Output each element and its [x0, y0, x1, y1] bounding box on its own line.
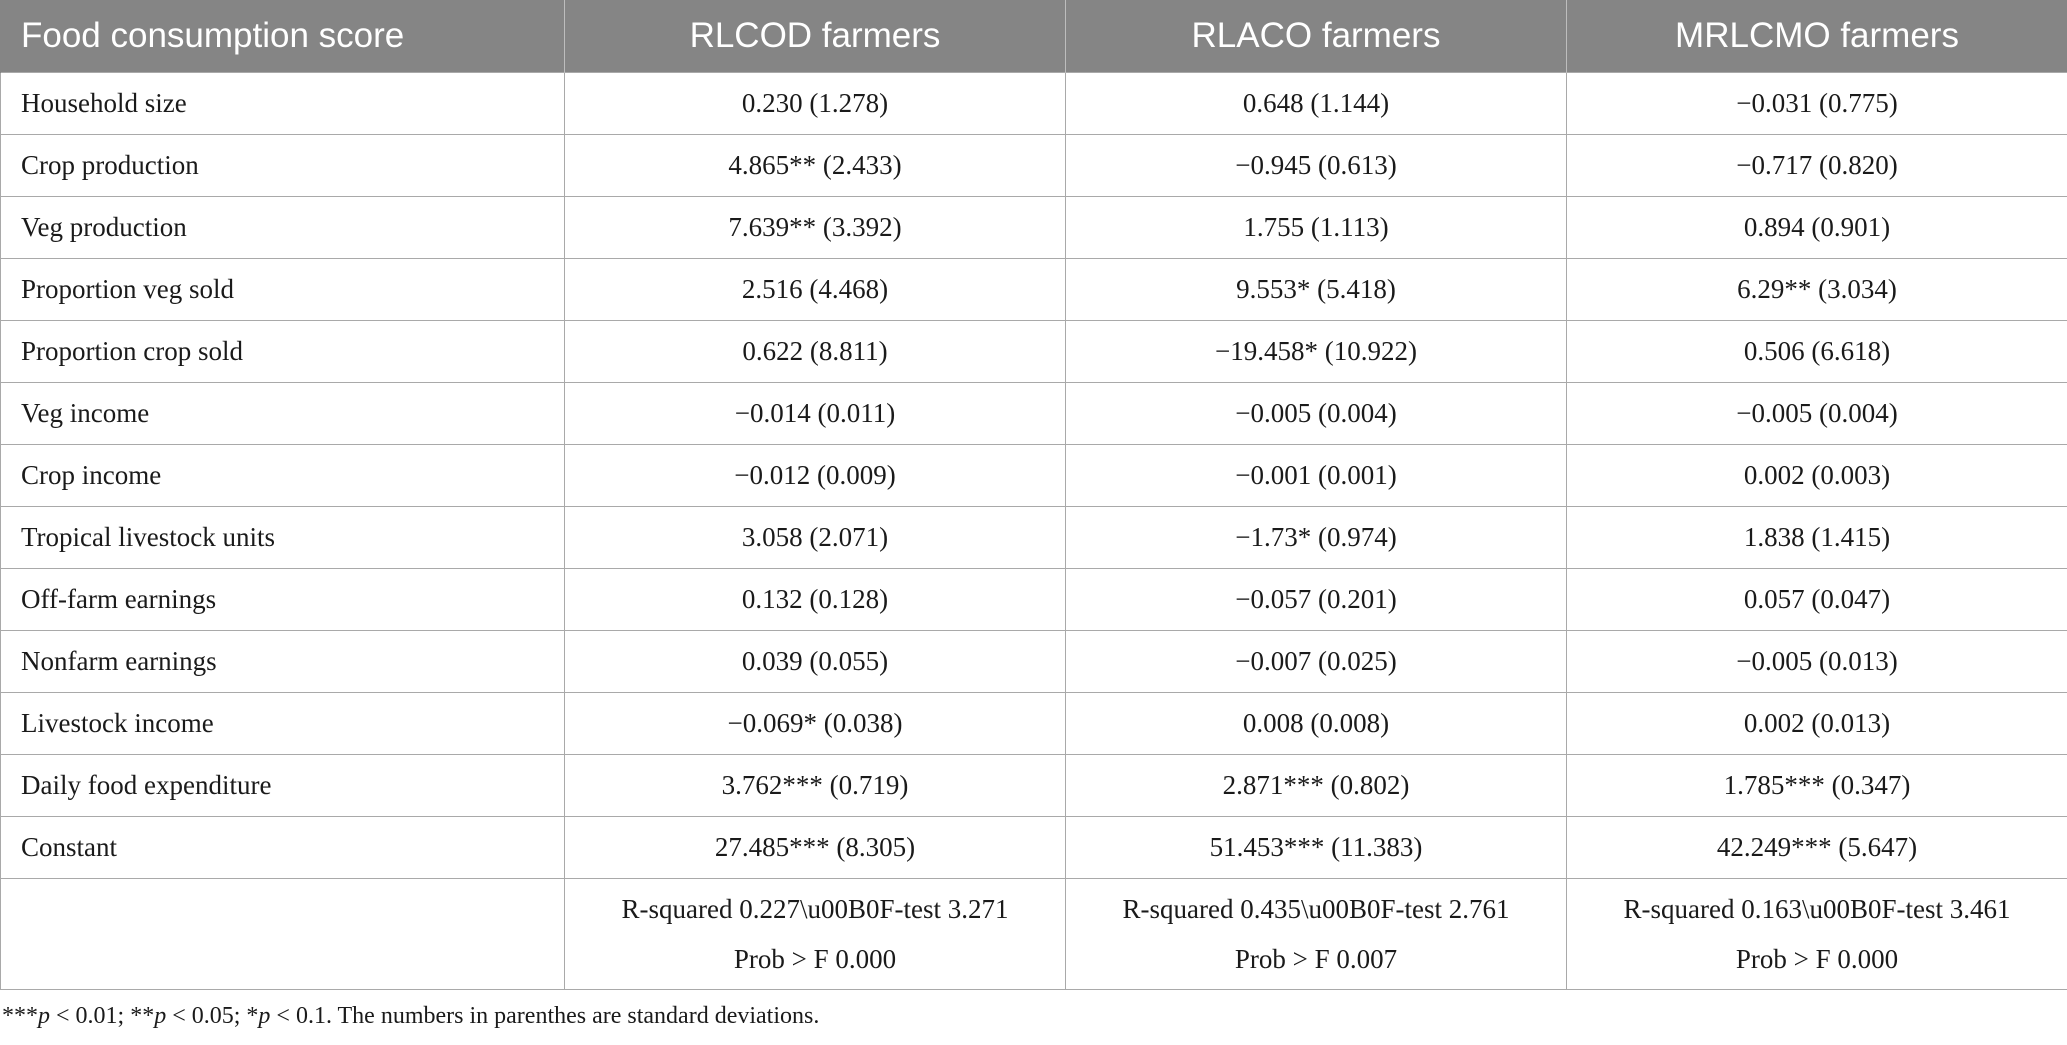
regression-table: Food consumption score RLCOD farmers RLA…: [0, 0, 2067, 990]
cell-rlcod: −0.012 (0.009): [564, 444, 1066, 507]
row-label: Tropical livestock units: [0, 506, 565, 569]
stats-rsq-ftest: R-squared 0.435\u00B0F-test 2.761: [1122, 894, 1510, 924]
stats-prob-f: Prob > F 0.000: [733, 944, 897, 974]
table-row: Proportion veg sold 2.516 (4.468) 9.553*…: [0, 258, 2067, 321]
cell-rlcod: −0.069* (0.038): [564, 692, 1066, 755]
cell-rlaco: −0.007 (0.025): [1065, 630, 1567, 693]
table-row: Crop income −0.012 (0.009) −0.001 (0.001…: [0, 444, 2067, 507]
cell-rlaco: 1.755 (1.113): [1065, 196, 1567, 259]
cell-mrlcmo: 0.002 (0.003): [1566, 444, 2067, 507]
cell-rlaco: −0.005 (0.004): [1065, 382, 1567, 445]
stats-cell-mrlcmo: R-squared 0.163\u00B0F-test 3.461 Prob >…: [1566, 878, 2067, 990]
stats-rsq-ftest: R-squared 0.163\u00B0F-test 3.461: [1623, 894, 2011, 924]
cell-rlaco: −0.001 (0.001): [1065, 444, 1567, 507]
table-row: Daily food expenditure 3.762*** (0.719) …: [0, 754, 2067, 817]
table-row: Veg income −0.014 (0.011) −0.005 (0.004)…: [0, 382, 2067, 445]
footnote-text-3: < 0.1. The numbers in parenthes are stan…: [270, 1003, 820, 1029]
row-label: Veg production: [0, 196, 565, 259]
row-label: Proportion veg sold: [0, 258, 565, 321]
cell-mrlcmo: 1.838 (1.415): [1566, 506, 2067, 569]
stats-prob-f: Prob > F 0.000: [1735, 944, 1899, 974]
cell-mrlcmo: 0.506 (6.618): [1566, 320, 2067, 383]
cell-rlcod: 4.865** (2.433): [564, 134, 1066, 197]
table-row: Off-farm earnings 0.132 (0.128) −0.057 (…: [0, 568, 2067, 631]
row-label: Livestock income: [0, 692, 565, 755]
cell-rlaco: 2.871*** (0.802): [1065, 754, 1567, 817]
cell-rlaco: 51.453*** (11.383): [1065, 816, 1567, 879]
cell-rlcod: 0.039 (0.055): [564, 630, 1066, 693]
header-food-consumption-score: Food consumption score: [0, 0, 565, 73]
table-row: Tropical livestock units 3.058 (2.071) −…: [0, 506, 2067, 569]
table-row: Veg production 7.639** (3.392) 1.755 (1.…: [0, 196, 2067, 259]
table-row: Proportion crop sold 0.622 (8.811) −19.4…: [0, 320, 2067, 383]
table-footnote: ***p < 0.01; **p < 0.05; *p < 0.1. The n…: [2, 1003, 819, 1030]
cell-mrlcmo: 0.002 (0.013): [1566, 692, 2067, 755]
cell-rlcod: 7.639** (3.392): [564, 196, 1066, 259]
table-row: Household size 0.230 (1.278) 0.648 (1.14…: [0, 72, 2067, 135]
stats-rsq-ftest: R-squared 0.227\u00B0F-test 3.271: [621, 894, 1009, 924]
cell-rlcod: 0.230 (1.278): [564, 72, 1066, 135]
footnote-p-2: p: [154, 1003, 167, 1029]
cell-rlaco: 9.553* (5.418): [1065, 258, 1567, 321]
row-label: Proportion crop sold: [0, 320, 565, 383]
cell-rlaco: −0.057 (0.201): [1065, 568, 1567, 631]
row-label: Daily food expenditure: [0, 754, 565, 817]
stats-cell-rlaco: R-squared 0.435\u00B0F-test 2.761 Prob >…: [1065, 878, 1567, 990]
row-label: Crop income: [0, 444, 565, 507]
cell-rlaco: −1.73* (0.974): [1065, 506, 1567, 569]
model-stats-row: R-squared 0.227\u00B0F-test 3.271 Prob >…: [0, 878, 2067, 990]
cell-rlcod: 27.485*** (8.305): [564, 816, 1066, 879]
stats-prob-f: Prob > F 0.007: [1234, 944, 1398, 974]
cell-mrlcmo: 42.249*** (5.647): [1566, 816, 2067, 879]
row-label: Off-farm earnings: [0, 568, 565, 631]
cell-mrlcmo: −0.005 (0.004): [1566, 382, 2067, 445]
footnote-text-2: < 0.05; *: [166, 1003, 259, 1029]
cell-rlcod: 2.516 (4.468): [564, 258, 1066, 321]
cell-mrlcmo: −0.005 (0.013): [1566, 630, 2067, 693]
footnote-p-1: p: [38, 1003, 50, 1029]
footnote-text-1: < 0.01; **: [50, 1003, 155, 1029]
cell-rlcod: 0.132 (0.128): [564, 568, 1066, 631]
cell-mrlcmo: −0.031 (0.775): [1566, 72, 2067, 135]
stats-cell-rlcod: R-squared 0.227\u00B0F-test 3.271 Prob >…: [564, 878, 1066, 990]
row-label: Veg income: [0, 382, 565, 445]
stats-empty-cell: [0, 878, 565, 990]
cell-mrlcmo: −0.717 (0.820): [1566, 134, 2067, 197]
header-rlcod-farmers: RLCOD farmers: [564, 0, 1066, 73]
cell-rlcod: −0.014 (0.011): [564, 382, 1066, 445]
cell-rlcod: 3.058 (2.071): [564, 506, 1066, 569]
cell-rlaco: 0.648 (1.144): [1065, 72, 1567, 135]
cell-mrlcmo: 1.785*** (0.347): [1566, 754, 2067, 817]
cell-mrlcmo: 0.057 (0.047): [1566, 568, 2067, 631]
table-header-row: Food consumption score RLCOD farmers RLA…: [0, 0, 2067, 73]
table-row: Nonfarm earnings 0.039 (0.055) −0.007 (0…: [0, 630, 2067, 693]
cell-mrlcmo: 0.894 (0.901): [1566, 196, 2067, 259]
table-row: Constant 27.485*** (8.305) 51.453*** (11…: [0, 816, 2067, 879]
table-row: Crop production 4.865** (2.433) −0.945 (…: [0, 134, 2067, 197]
footnote-stars-1: ***: [2, 1003, 38, 1029]
cell-rlcod: 0.622 (8.811): [564, 320, 1066, 383]
row-label: Household size: [0, 72, 565, 135]
cell-rlaco: −19.458* (10.922): [1065, 320, 1567, 383]
header-mrlcmo-farmers: MRLCMO farmers: [1566, 0, 2067, 73]
cell-rlcod: 3.762*** (0.719): [564, 754, 1066, 817]
cell-mrlcmo: 6.29** (3.034): [1566, 258, 2067, 321]
regression-table-container: Food consumption score RLCOD farmers RLA…: [0, 0, 2067, 990]
row-label: Nonfarm earnings: [0, 630, 565, 693]
table-row: Livestock income −0.069* (0.038) 0.008 (…: [0, 692, 2067, 755]
row-label: Constant: [0, 816, 565, 879]
footnote-p-3: p: [258, 1003, 271, 1029]
cell-rlaco: −0.945 (0.613): [1065, 134, 1567, 197]
cell-rlaco: 0.008 (0.008): [1065, 692, 1567, 755]
row-label: Crop production: [0, 134, 565, 197]
header-rlaco-farmers: RLACO farmers: [1065, 0, 1567, 73]
